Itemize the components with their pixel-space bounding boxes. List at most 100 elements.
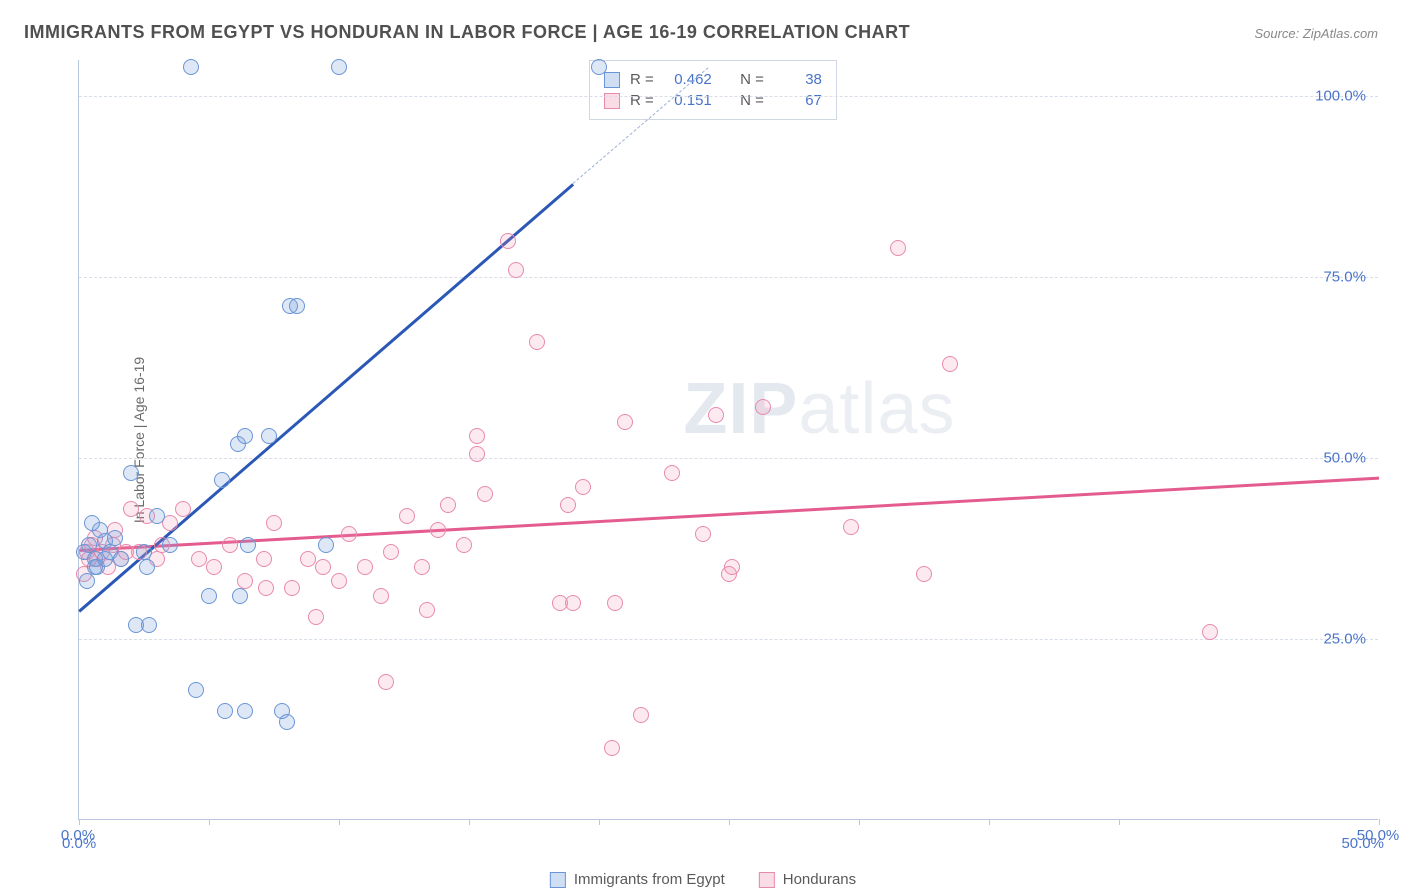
point-b bbox=[560, 497, 576, 513]
watermark: ZIPatlas bbox=[683, 368, 955, 450]
tick-x bbox=[729, 819, 730, 825]
point-a bbox=[237, 703, 253, 719]
point-b bbox=[500, 233, 516, 249]
point-b bbox=[191, 551, 207, 567]
point-a bbox=[240, 537, 256, 553]
point-b bbox=[916, 566, 932, 582]
tick-x bbox=[599, 819, 600, 825]
point-b bbox=[565, 595, 581, 611]
point-b bbox=[222, 537, 238, 553]
point-b bbox=[456, 537, 472, 553]
point-b bbox=[341, 526, 357, 542]
point-b bbox=[206, 559, 222, 575]
point-b bbox=[1202, 624, 1218, 640]
gridline-h bbox=[79, 277, 1378, 278]
y-tick-label: 50.0% bbox=[1323, 450, 1366, 467]
point-b bbox=[695, 526, 711, 542]
point-b bbox=[258, 580, 274, 596]
legend-label-a: Immigrants from Egypt bbox=[574, 871, 725, 888]
point-a bbox=[318, 537, 334, 553]
point-b bbox=[440, 497, 456, 513]
point-b bbox=[604, 740, 620, 756]
point-b bbox=[508, 262, 524, 278]
point-b bbox=[284, 580, 300, 596]
point-a bbox=[162, 537, 178, 553]
point-a bbox=[136, 544, 152, 560]
point-a bbox=[214, 472, 230, 488]
point-b bbox=[266, 515, 282, 531]
r-label: R = bbox=[630, 92, 654, 109]
point-b bbox=[357, 559, 373, 575]
watermark-light: atlas bbox=[798, 369, 955, 449]
x-tick-label-max: 50.0% bbox=[1341, 835, 1384, 852]
tick-x bbox=[989, 819, 990, 825]
point-b bbox=[942, 356, 958, 372]
point-a bbox=[79, 573, 95, 589]
point-a bbox=[289, 298, 305, 314]
legend: Immigrants from Egypt Hondurans bbox=[550, 871, 856, 888]
y-tick-label: 75.0% bbox=[1323, 269, 1366, 286]
point-a bbox=[188, 682, 204, 698]
point-b bbox=[419, 602, 435, 618]
point-b bbox=[308, 609, 324, 625]
legend-label-b: Hondurans bbox=[783, 871, 856, 888]
point-a bbox=[279, 714, 295, 730]
point-b bbox=[123, 501, 139, 517]
point-a bbox=[261, 428, 277, 444]
tick-x bbox=[209, 819, 210, 825]
point-a bbox=[123, 465, 139, 481]
chart-title: IMMIGRANTS FROM EGYPT VS HONDURAN IN LAB… bbox=[24, 22, 910, 43]
point-a bbox=[149, 508, 165, 524]
tick-x bbox=[1379, 819, 1380, 825]
y-tick-label: 100.0% bbox=[1315, 88, 1366, 105]
legend-item-b: Hondurans bbox=[759, 871, 856, 888]
point-b bbox=[575, 479, 591, 495]
point-a bbox=[87, 559, 103, 575]
plot-area: ZIPatlas R = 0.462 N = 38 R = 0.151 N = … bbox=[78, 60, 1378, 820]
source-label: Source: ZipAtlas.com bbox=[1254, 26, 1378, 41]
point-b bbox=[383, 544, 399, 560]
gridline-h bbox=[79, 458, 1378, 459]
watermark-bold: ZIP bbox=[683, 369, 798, 449]
tick-x bbox=[79, 819, 80, 825]
x-tick-label-min: 0.0% bbox=[62, 835, 96, 852]
swatch-a-icon bbox=[604, 72, 620, 88]
point-b bbox=[617, 414, 633, 430]
point-b bbox=[633, 707, 649, 723]
point-b bbox=[724, 559, 740, 575]
chart-container: In Labor Force | Age 16-19 ZIPatlas R = … bbox=[48, 60, 1378, 820]
point-b bbox=[430, 522, 446, 538]
r-value-b: 0.151 bbox=[664, 92, 712, 109]
point-b bbox=[607, 595, 623, 611]
swatch-b-icon bbox=[759, 872, 775, 888]
stats-row-a: R = 0.462 N = 38 bbox=[604, 69, 822, 90]
tick-x bbox=[469, 819, 470, 825]
point-a bbox=[139, 559, 155, 575]
point-a bbox=[113, 551, 129, 567]
point-b bbox=[843, 519, 859, 535]
point-b bbox=[256, 551, 272, 567]
point-b bbox=[469, 428, 485, 444]
point-a bbox=[331, 59, 347, 75]
stats-box: R = 0.462 N = 38 R = 0.151 N = 67 bbox=[589, 60, 837, 120]
tick-x bbox=[339, 819, 340, 825]
tick-x bbox=[1119, 819, 1120, 825]
point-a bbox=[591, 59, 607, 75]
point-b bbox=[399, 508, 415, 524]
gridline-h bbox=[79, 96, 1378, 97]
point-b bbox=[890, 240, 906, 256]
point-a bbox=[237, 428, 253, 444]
point-b bbox=[469, 446, 485, 462]
n-label: N = bbox=[740, 71, 764, 88]
trendline-b bbox=[79, 476, 1379, 551]
point-b bbox=[529, 334, 545, 350]
point-a bbox=[107, 530, 123, 546]
point-b bbox=[315, 559, 331, 575]
n-label: N = bbox=[740, 92, 764, 109]
stats-row-b: R = 0.151 N = 67 bbox=[604, 90, 822, 111]
point-a bbox=[232, 588, 248, 604]
n-value-a: 38 bbox=[774, 71, 822, 88]
point-a bbox=[217, 703, 233, 719]
point-b bbox=[708, 407, 724, 423]
point-b bbox=[414, 559, 430, 575]
